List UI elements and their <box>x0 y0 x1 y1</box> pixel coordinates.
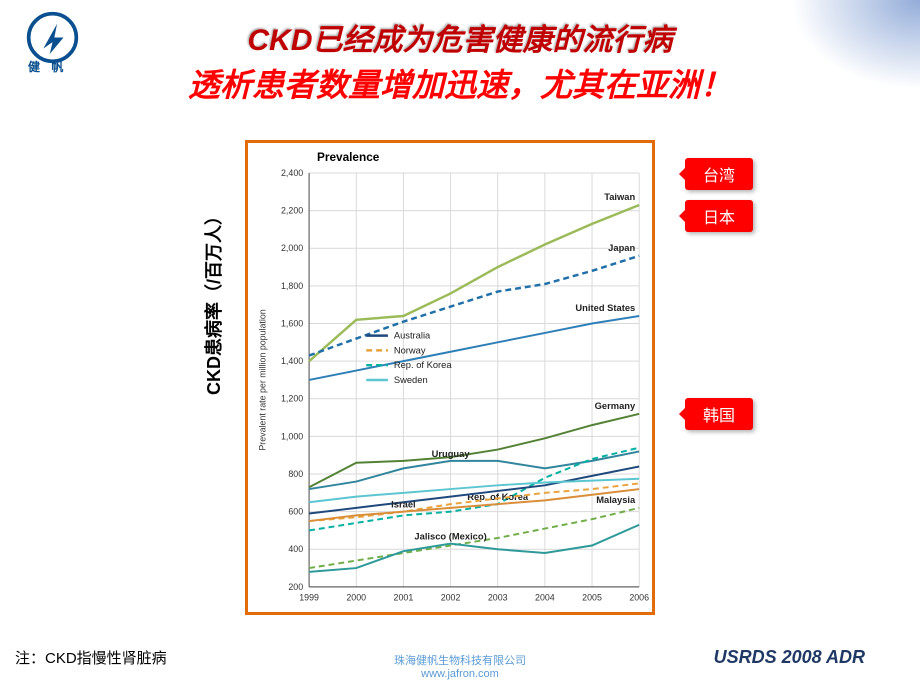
svg-text:400: 400 <box>288 544 303 554</box>
svg-text:Germany: Germany <box>595 401 636 411</box>
svg-text:1,800: 1,800 <box>281 281 303 291</box>
svg-text:Rep. of Korea: Rep. of Korea <box>394 360 453 370</box>
company-url: www.jafron.com <box>421 668 499 680</box>
svg-text:Jalisco (Mexico): Jalisco (Mexico) <box>414 532 486 542</box>
svg-text:2,400: 2,400 <box>281 168 303 178</box>
callout-label: 韩国 <box>685 398 753 430</box>
svg-text:1,400: 1,400 <box>281 356 303 366</box>
svg-text:Prevalence: Prevalence <box>317 150 380 164</box>
svg-text:United States: United States <box>575 303 635 313</box>
svg-text:600: 600 <box>288 507 303 517</box>
svg-text:2,200: 2,200 <box>281 206 303 216</box>
svg-text:1,600: 1,600 <box>281 318 303 328</box>
svg-text:Sweden: Sweden <box>394 375 428 385</box>
svg-text:2000: 2000 <box>346 593 366 603</box>
svg-text:200: 200 <box>288 582 303 592</box>
y-axis-label-cn: CKD患病率（/百万人） <box>200 207 226 395</box>
company-name: 珠海健帆生物科技有限公司 <box>394 655 526 667</box>
svg-text:2,000: 2,000 <box>281 243 303 253</box>
svg-text:Taiwan: Taiwan <box>604 192 635 202</box>
chart-container: 200 400 600 800 1,000 1,200 1,400 1,600 1,800 2,0… <box>245 140 655 615</box>
svg-text:1,200: 1,200 <box>281 394 303 404</box>
svg-text:2003: 2003 <box>488 593 508 603</box>
callout-label: 台湾 <box>685 158 753 190</box>
svg-text:2002: 2002 <box>441 593 461 603</box>
svg-text:800: 800 <box>288 469 303 479</box>
svg-text:1,000: 1,000 <box>281 431 303 441</box>
company-footer: 珠海健帆生物科技有限公司 www.jafron.com <box>0 652 920 680</box>
svg-text:Israel: Israel <box>391 500 415 510</box>
svg-text:Australia: Australia <box>394 331 431 341</box>
svg-text:Norway: Norway <box>394 345 426 355</box>
svg-text:2001: 2001 <box>394 593 414 603</box>
svg-text:2006: 2006 <box>629 593 649 603</box>
svg-text:2005: 2005 <box>582 593 602 603</box>
svg-text:Prevalent rate per million pop: Prevalent rate per million population <box>258 309 268 450</box>
callout-label: 日本 <box>685 200 753 232</box>
title-line2: 透析患者数量增加迅速，尤其在亚洲！ <box>0 60 920 106</box>
prevalence-chart: 200 400 600 800 1,000 1,200 1,400 1,600 1,800 2,0… <box>248 143 652 612</box>
svg-text:Japan: Japan <box>608 243 635 253</box>
svg-text:1999: 1999 <box>299 593 319 603</box>
svg-text:2004: 2004 <box>535 593 555 603</box>
title-line1: CKD已经成为危害健康的流行病 <box>0 15 920 59</box>
svg-text:Uruguay: Uruguay <box>432 449 471 459</box>
svg-text:Malaysia: Malaysia <box>596 495 636 505</box>
